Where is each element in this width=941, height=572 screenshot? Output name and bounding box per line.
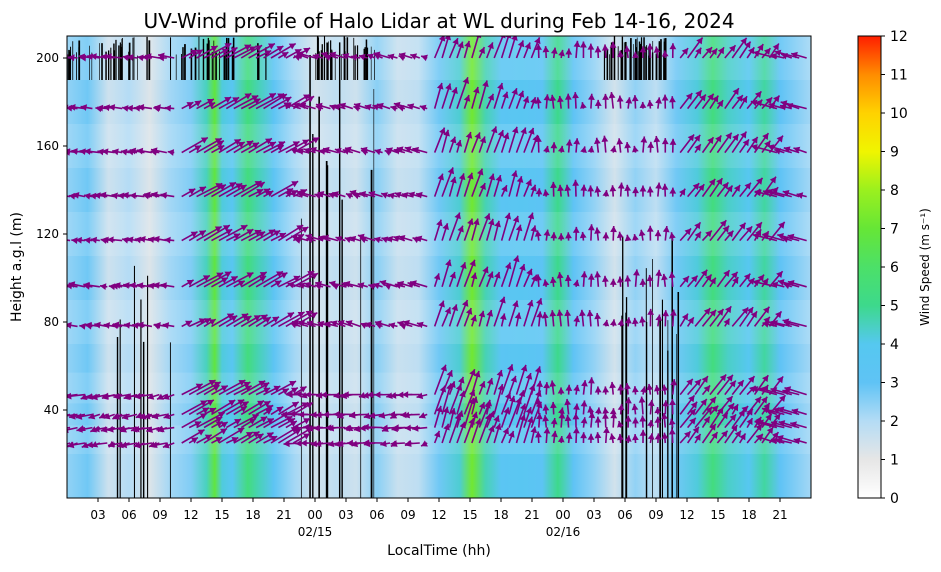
x-tick-label: 15 <box>710 508 725 522</box>
x-tick-label: 12 <box>431 508 446 522</box>
x-tick-label: 06 <box>121 508 136 522</box>
x-tick-label: 12 <box>679 508 694 522</box>
colorbar-tick-label: 7 <box>890 222 899 238</box>
colorbar-tick-label: 6 <box>890 260 899 276</box>
plot-area <box>51 31 811 498</box>
x-tick-label: 21 <box>276 508 291 522</box>
x-tick-label: 12 <box>183 508 198 522</box>
colorbar-tick-label: 10 <box>890 106 908 122</box>
x-tick-label: 15 <box>214 508 229 522</box>
x-tick-label: 03 <box>338 508 353 522</box>
y-tick-label: 160 <box>36 139 59 153</box>
x-axis: 03 06 09 12 15 18 21 00 03 06 09 12 15 18 21 00 03 06 09 12… <box>90 498 787 539</box>
y-tick-label: 200 <box>36 51 59 65</box>
x-date-label: 02/16 <box>546 525 581 539</box>
x-tick-label: 18 <box>741 508 756 522</box>
colorbar-tick-label: 3 <box>890 376 899 392</box>
y-axis: 40 80 120 160 200 <box>36 51 67 417</box>
colorbar-tick-label: 1 <box>890 453 899 469</box>
x-tick-label: 06 <box>369 508 384 522</box>
colorbar-label: Wind Speed (m s⁻¹) <box>918 208 932 326</box>
colorbar-tick-label: 4 <box>890 337 899 353</box>
x-tick-label: 09 <box>152 508 167 522</box>
x-tick-label: 09 <box>648 508 663 522</box>
x-tick-label: 15 <box>462 508 477 522</box>
x-tick-label: 18 <box>493 508 508 522</box>
colorbar-tick-label: 12 <box>890 29 908 45</box>
colorbar-tick-label: 8 <box>890 183 899 199</box>
wind-vector-head <box>56 283 62 290</box>
x-tick-label: 21 <box>524 508 539 522</box>
x-tick-label: 00 <box>307 508 322 522</box>
wind-vector-head <box>61 193 67 200</box>
y-tick-label: 120 <box>36 227 59 241</box>
x-axis-label: LocalTime (hh) <box>387 543 491 559</box>
y-tick-label: 40 <box>44 403 59 417</box>
y-axis-label: Height a.g.l (m) <box>9 212 25 322</box>
x-tick-label: 00 <box>555 508 570 522</box>
colorbar-gradient <box>858 36 881 498</box>
x-tick-label: 21 <box>772 508 787 522</box>
colorbar-tick-label: 11 <box>890 68 908 84</box>
x-tick-label: 06 <box>617 508 632 522</box>
colorbar-tick-label: 5 <box>890 299 899 315</box>
wind-vector-head <box>51 426 57 433</box>
colorbar-tick-label: 0 <box>890 491 899 507</box>
x-tick-label: 03 <box>586 508 601 522</box>
x-date-label: 02/15 <box>298 525 333 539</box>
x-tick-label: 18 <box>245 508 260 522</box>
wind-vector-head <box>60 441 67 447</box>
chart-title: UV-Wind profile of Halo Lidar at WL duri… <box>143 9 734 33</box>
colorbar-tick-label: 9 <box>890 145 899 161</box>
x-tick-label: 09 <box>400 508 415 522</box>
colorbar-tick-label: 2 <box>890 414 899 430</box>
wind-vector-head <box>59 393 65 400</box>
x-tick-label: 03 <box>90 508 105 522</box>
wind-vector-head <box>54 394 61 401</box>
y-tick-label: 80 <box>44 315 59 329</box>
